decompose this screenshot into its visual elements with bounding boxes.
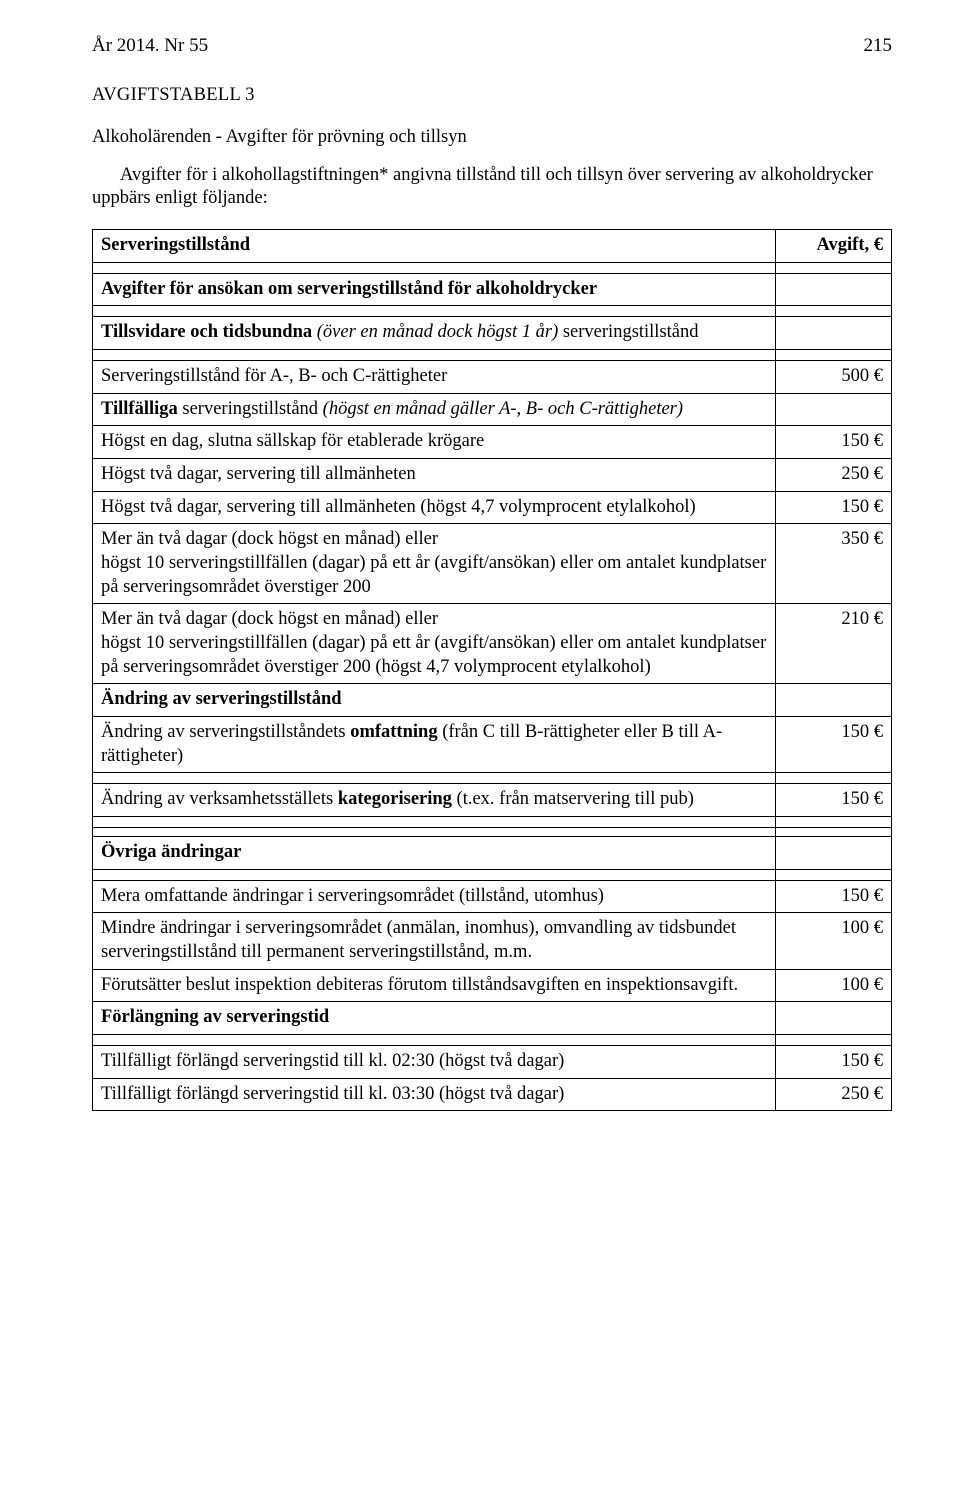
table-cell-value	[776, 317, 892, 350]
table-cell-desc: Mindre ändringar i serveringsområdet (an…	[93, 913, 776, 969]
table-cell-desc: Förutsätter beslut inspektion debiteras …	[93, 969, 776, 1002]
table-cell-value: 210 €	[776, 604, 892, 684]
table-cell	[93, 817, 776, 828]
table-row: Mindre ändringar i serveringsområdet (an…	[93, 913, 892, 969]
header-left: År 2014. Nr 55	[92, 34, 208, 58]
table-cell	[776, 817, 892, 828]
table-cell-value	[776, 393, 892, 426]
table-cell-desc: Serveringstillstånd för A-, B- och C-rät…	[93, 361, 776, 394]
table-row: Tillfälliga serveringstillstånd (högst e…	[93, 393, 892, 426]
table-row: Tillfälligt förlängd serveringstid till …	[93, 1078, 892, 1111]
fee-table: ServeringstillståndAvgift, €Avgifter för…	[92, 229, 892, 1111]
table-cell	[93, 869, 776, 880]
table-cell-desc: Högst två dagar, servering till allmänhe…	[93, 491, 776, 524]
section-title: AVGIFTSTABELL 3	[92, 84, 892, 108]
table-cell-desc: Förlängning av serveringstid	[93, 1002, 776, 1035]
table-row: Förlängning av serveringstid	[93, 1002, 892, 1035]
table-cell	[776, 306, 892, 317]
section-subtitle: Alkoholärenden - Avgifter för prövning o…	[92, 126, 892, 150]
table-cell-value: 150 €	[776, 784, 892, 817]
table-row: Serveringstillstånd för A-, B- och C-rät…	[93, 361, 892, 394]
page: År 2014. Nr 55 215 AVGIFTSTABELL 3 Alkoh…	[0, 0, 960, 1151]
table-cell-desc: Tillfälliga serveringstillstånd (högst e…	[93, 393, 776, 426]
table-cell-desc: Ändring av serveringstillståndets omfatt…	[93, 717, 776, 773]
table-spacer-row	[93, 773, 892, 784]
table-cell-desc: Mer än två dagar (dock högst en månad) e…	[93, 604, 776, 684]
header-right: 215	[864, 34, 893, 58]
table-cell-desc: Tillsvidare och tidsbundna (över en måna…	[93, 317, 776, 350]
table-row: Ändring av serveringstillstånd	[93, 684, 892, 717]
table-cell	[776, 869, 892, 880]
table-cell-desc: Tillfälligt förlängd serveringstid till …	[93, 1078, 776, 1111]
table-row: Avgifter för ansökan om serveringstillst…	[93, 273, 892, 306]
table-cell-value	[776, 1002, 892, 1035]
table-cell	[776, 350, 892, 361]
table-spacer-row	[93, 262, 892, 273]
intro-paragraph: Avgifter för i alkohollagstiftningen* an…	[92, 164, 892, 211]
table-cell-value: 150 €	[776, 717, 892, 773]
table-row: Högst en dag, slutna sällskap för etable…	[93, 426, 892, 459]
table-row: Mera omfattande ändringar i serveringsom…	[93, 880, 892, 913]
table-cell-desc: Högst en dag, slutna sällskap för etable…	[93, 426, 776, 459]
table-cell-value	[776, 684, 892, 717]
table-spacer-row	[93, 817, 892, 828]
table-header-cell: Avgift, €	[776, 230, 892, 263]
running-header: År 2014. Nr 55 215	[92, 34, 892, 58]
table-cell	[93, 1035, 776, 1046]
table-cell-value: 250 €	[776, 459, 892, 492]
table-spacer-row	[93, 306, 892, 317]
table-cell-value: 150 €	[776, 491, 892, 524]
table-row: Högst två dagar, servering till allmänhe…	[93, 491, 892, 524]
table-row: Övriga ändringar	[93, 837, 892, 870]
table-cell	[93, 350, 776, 361]
table-cell-value	[776, 837, 892, 870]
table-cell-desc	[93, 828, 776, 837]
table-cell	[776, 773, 892, 784]
table-cell-value: 100 €	[776, 969, 892, 1002]
table-row: Förutsätter beslut inspektion debiteras …	[93, 969, 892, 1002]
table-header-row: ServeringstillståndAvgift, €	[93, 230, 892, 263]
table-cell-value: 150 €	[776, 880, 892, 913]
table-cell-desc: Ändring av verksamhetsställets kategoris…	[93, 784, 776, 817]
table-cell-value	[776, 273, 892, 306]
table-cell-value: 150 €	[776, 1046, 892, 1079]
table-cell-desc: Tillfälligt förlängd serveringstid till …	[93, 1046, 776, 1079]
table-cell-value: 500 €	[776, 361, 892, 394]
table-row: Högst två dagar, servering till allmänhe…	[93, 459, 892, 492]
table-row: Ändring av verksamhetsställets kategoris…	[93, 784, 892, 817]
table-row: Mer än två dagar (dock högst en månad) e…	[93, 524, 892, 604]
table-cell-value	[776, 828, 892, 837]
table-cell	[93, 306, 776, 317]
table-cell-desc: Avgifter för ansökan om serveringstillst…	[93, 273, 776, 306]
table-cell	[93, 773, 776, 784]
table-cell-desc: Mer än två dagar (dock högst en månad) e…	[93, 524, 776, 604]
table-cell-desc: Mera omfattande ändringar i serveringsom…	[93, 880, 776, 913]
table-cell	[776, 262, 892, 273]
table-cell-desc: Ändring av serveringstillstånd	[93, 684, 776, 717]
table-header-cell: Serveringstillstånd	[93, 230, 776, 263]
table-row: Ändring av serveringstillståndets omfatt…	[93, 717, 892, 773]
table-cell-value: 150 €	[776, 426, 892, 459]
table-cell	[93, 262, 776, 273]
table-row: Tillsvidare och tidsbundna (över en måna…	[93, 317, 892, 350]
table-cell-desc: Högst två dagar, servering till allmänhe…	[93, 459, 776, 492]
table-row	[93, 828, 892, 837]
table-cell-value: 250 €	[776, 1078, 892, 1111]
table-cell-desc: Övriga ändringar	[93, 837, 776, 870]
table-spacer-row	[93, 869, 892, 880]
table-row: Mer än två dagar (dock högst en månad) e…	[93, 604, 892, 684]
table-spacer-row	[93, 1035, 892, 1046]
table-cell-value: 350 €	[776, 524, 892, 604]
table-cell	[776, 1035, 892, 1046]
table-row: Tillfälligt förlängd serveringstid till …	[93, 1046, 892, 1079]
table-cell-value: 100 €	[776, 913, 892, 969]
table-spacer-row	[93, 350, 892, 361]
